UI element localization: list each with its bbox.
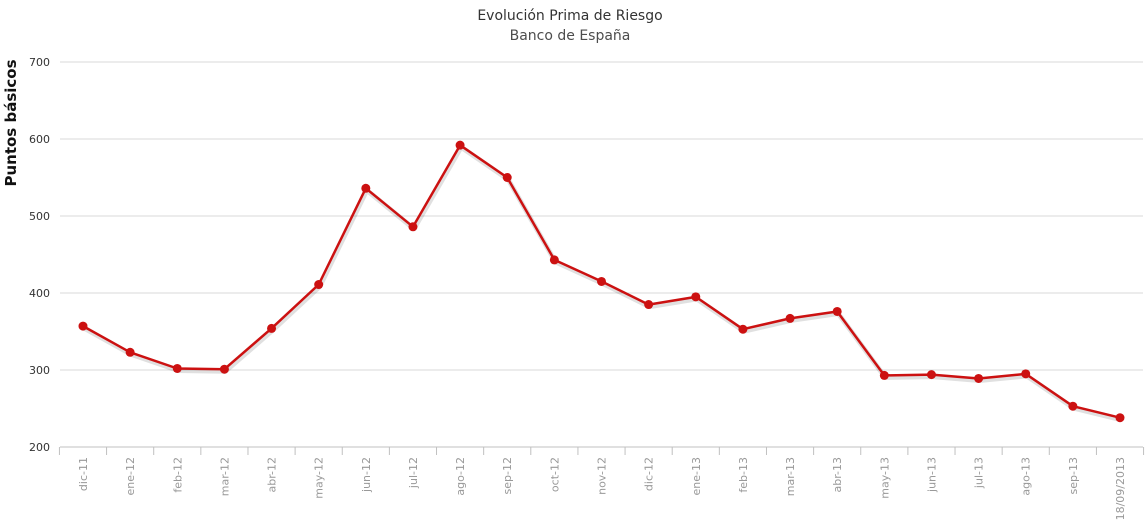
- data-point[interactable]: [974, 373, 984, 383]
- x-tick-label: jul-12: [407, 457, 420, 489]
- y-tick-label: 700: [29, 56, 50, 69]
- x-tick-label: dic-11: [77, 457, 90, 491]
- x-tick-label: ago-13: [1020, 457, 1033, 496]
- data-point[interactable]: [832, 306, 842, 316]
- data-point[interactable]: [926, 370, 936, 380]
- x-tick-label: abr-12: [266, 457, 279, 493]
- y-tick-label: 400: [29, 287, 50, 300]
- data-point[interactable]: [267, 323, 277, 333]
- gridlines: [60, 61, 1143, 448]
- data-point[interactable]: [644, 300, 654, 310]
- y-tick-label: 500: [29, 210, 50, 223]
- data-point[interactable]: [125, 347, 135, 357]
- chart-subtitle: Banco de España: [509, 28, 631, 44]
- data-point[interactable]: [691, 292, 701, 302]
- x-tick-label: may-12: [313, 457, 326, 499]
- data-point[interactable]: [597, 276, 606, 286]
- x-tick-label: feb-13: [737, 457, 750, 493]
- y-tick-label: 600: [29, 133, 50, 146]
- x-tick-label: sep-12: [501, 457, 514, 494]
- x-tick-label: may-13: [878, 457, 891, 499]
- data-point[interactable]: [455, 140, 465, 150]
- x-tick-label: ene-13: [690, 457, 703, 495]
- data-point[interactable]: [879, 370, 889, 380]
- x-tick-label: ago-12: [454, 457, 467, 496]
- x-tick-label: jul-13: [973, 457, 986, 489]
- x-tick-label: mar-12: [218, 457, 231, 496]
- data-point[interactable]: [1068, 401, 1078, 411]
- data-point[interactable]: [78, 321, 88, 331]
- x-tick-label: mar-13: [784, 457, 797, 496]
- data-point[interactable]: [408, 222, 418, 232]
- y-axis-title: Puntos básicos: [2, 59, 20, 186]
- x-tick-label: jun-12: [360, 457, 373, 493]
- series-points: [78, 140, 1125, 423]
- data-point[interactable]: [738, 324, 748, 334]
- y-tick-label: 300: [29, 364, 50, 377]
- x-tick-label: dic-12: [643, 457, 656, 491]
- data-point[interactable]: [361, 183, 371, 193]
- y-axis-ticks: 200 300 400 500 600 700: [29, 56, 50, 454]
- x-axis: dic-11 ene-12 feb-12 mar-12 abr-12 may-12 jun-…: [58, 447, 1145, 520]
- data-point[interactable]: [172, 363, 182, 373]
- x-tick-label: nov-12: [596, 457, 609, 495]
- x-tick-label: abr-13: [831, 457, 844, 493]
- y-tick-label: 200: [29, 441, 50, 454]
- data-point[interactable]: [785, 313, 795, 323]
- data-point[interactable]: [219, 364, 229, 374]
- data-point[interactable]: [314, 280, 324, 290]
- data-point[interactable]: [502, 173, 512, 182]
- x-tick-label: oct-12: [548, 457, 561, 492]
- x-tick-label: sep-13: [1067, 457, 1080, 494]
- x-tick-label: jun-13: [925, 457, 938, 493]
- data-point[interactable]: [1115, 413, 1125, 423]
- x-tick-label: 18/09/2013: [1114, 457, 1127, 520]
- data-point[interactable]: [549, 255, 559, 265]
- x-tick-label: ene-12: [124, 457, 137, 495]
- data-point[interactable]: [1021, 369, 1031, 379]
- x-tick-label: feb-12: [171, 457, 184, 493]
- chart-title: Evolución Prima de Riesgo: [477, 8, 663, 24]
